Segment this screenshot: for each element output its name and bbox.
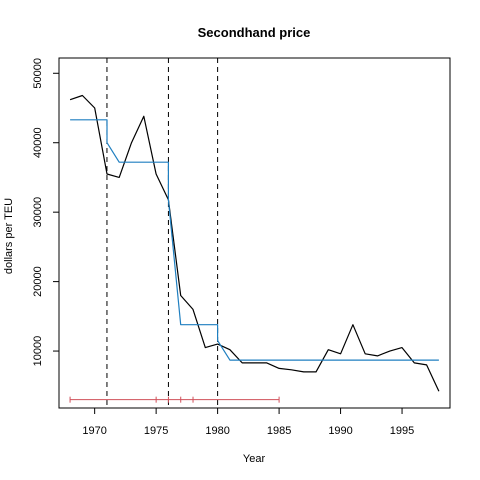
plot-area bbox=[69, 58, 440, 408]
series-line-1 bbox=[70, 119, 439, 361]
y-axis: 10000 20000 30000 40000 50000 bbox=[32, 58, 59, 366]
plot-frame bbox=[58, 57, 451, 409]
y-tick-label-1: 20000 bbox=[32, 266, 44, 297]
series-line-0 bbox=[69, 94, 440, 392]
y-tick-label-2: 30000 bbox=[32, 197, 44, 228]
y-tick-label-3: 40000 bbox=[32, 127, 44, 158]
x-tick-label-0: 1970 bbox=[82, 425, 106, 437]
x-axis: 1970 1975 1980 1985 1990 1995 bbox=[82, 408, 414, 437]
x-tick-label-3: 1985 bbox=[267, 425, 291, 437]
chart-title: Secondhand price bbox=[198, 25, 311, 40]
y-tick-label-0: 10000 bbox=[32, 336, 44, 367]
x-tick-label-1: 1975 bbox=[144, 425, 168, 437]
x-tick-label-5: 1995 bbox=[390, 425, 414, 437]
x-axis-label: Year bbox=[243, 453, 266, 465]
x-tick-label-2: 1980 bbox=[205, 425, 229, 437]
x-tick-label-4: 1990 bbox=[328, 425, 352, 437]
y-tick-label-4: 50000 bbox=[32, 58, 44, 89]
y-axis-label: dollars per TEU bbox=[3, 198, 15, 274]
